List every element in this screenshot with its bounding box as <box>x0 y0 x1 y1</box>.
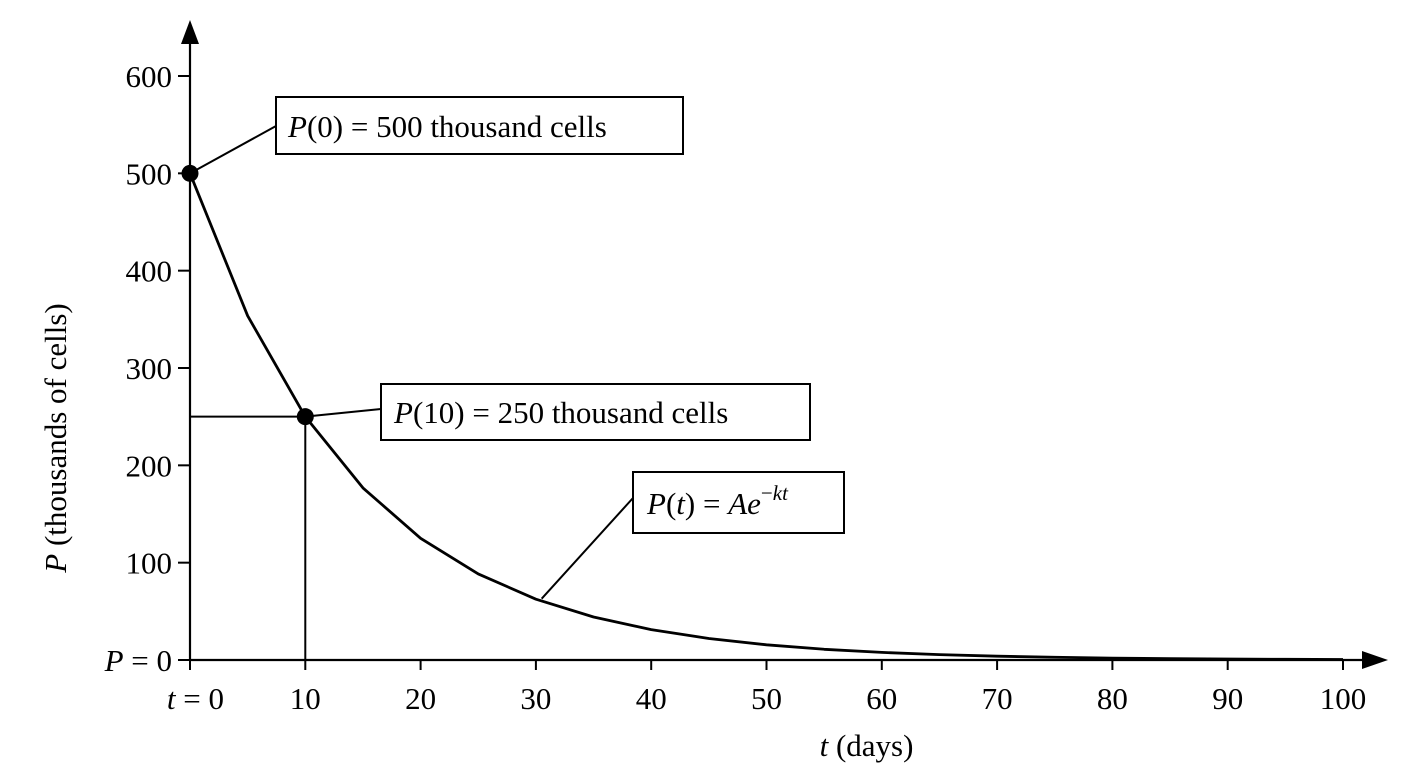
x-tick-label: 30 <box>520 681 551 716</box>
callout-box-p10 <box>380 383 811 441</box>
callout-label-p0: P(0) = 500 thousand cells <box>287 109 607 144</box>
callout-leader-p0 <box>189 125 277 175</box>
callout-leader-formula <box>540 497 634 600</box>
y-tick-label: 200 <box>126 448 173 483</box>
x-axis-title: t (days) <box>820 728 914 763</box>
y-tick-label: 600 <box>126 59 173 94</box>
callout-p10: P(10) = 250 thousand cells <box>305 383 811 441</box>
y-tick-label: P = 0 <box>104 643 172 678</box>
y-tick-label: 400 <box>126 254 173 289</box>
y-axis-arrow <box>181 20 199 44</box>
x-tick-label: 20 <box>405 681 436 716</box>
axis-titles: t (days) P (thousands of cells) <box>38 303 913 763</box>
callout-p0: P(0) = 500 thousand cells <box>189 96 684 175</box>
guide-lines <box>190 415 307 660</box>
callout-box-formula <box>632 471 845 534</box>
x-tick-label: 90 <box>1212 681 1243 716</box>
x-tick-label: 10 <box>290 681 321 716</box>
y-tick-label: 300 <box>126 351 173 386</box>
callouts: P(0) = 500 thousand cells P(10) = 250 tho… <box>189 96 845 600</box>
x-axis-arrow <box>1362 651 1388 669</box>
y-axis-title: P (thousands of cells) <box>38 303 73 573</box>
y-tick-label: 100 <box>126 546 173 581</box>
x-tick-label: 70 <box>982 681 1013 716</box>
data-points <box>181 164 314 426</box>
data-point-1 <box>296 408 314 426</box>
tick-labels: P = 0 100 200 300 400 500 600 t = 0 10 20 30 40 50 60… <box>104 59 1367 716</box>
curve-layer <box>188 172 1344 661</box>
x-tick-label: 40 <box>636 681 667 716</box>
y-tick-label: 500 <box>126 156 173 191</box>
data-point-0 <box>181 164 199 182</box>
x-tick-label: t = 0 <box>167 681 224 716</box>
decay-curve <box>188 172 1344 661</box>
x-tick-label: 60 <box>866 681 897 716</box>
callout-formula: P(t) = Ae−kt <box>540 471 845 600</box>
x-tick-label: 80 <box>1097 681 1128 716</box>
callout-label-formula: P(t) = Ae−kt <box>646 481 789 521</box>
callout-box-p0 <box>275 96 684 155</box>
x-tick-label: 100 <box>1320 681 1367 716</box>
axes <box>178 20 1388 670</box>
callout-leader-p10 <box>305 408 382 418</box>
callout-label-p10: P(10) = 250 thousand cells <box>393 395 728 430</box>
x-tick-label: 50 <box>751 681 782 716</box>
